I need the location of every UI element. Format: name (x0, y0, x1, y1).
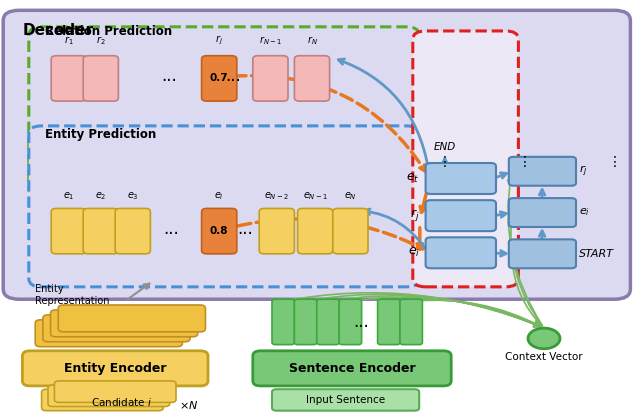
FancyBboxPatch shape (202, 209, 237, 254)
Text: $r_j$: $r_j$ (579, 164, 588, 179)
Text: $e_i$: $e_i$ (214, 190, 224, 202)
Text: $e_i$: $e_i$ (408, 246, 420, 259)
FancyBboxPatch shape (83, 209, 118, 254)
Text: Entity Encoder: Entity Encoder (64, 362, 166, 375)
FancyBboxPatch shape (51, 310, 198, 337)
FancyBboxPatch shape (413, 31, 518, 287)
Text: ...: ... (163, 220, 179, 238)
FancyBboxPatch shape (253, 351, 451, 386)
Text: ...: ... (354, 313, 369, 331)
Text: Sentence Encoder: Sentence Encoder (289, 362, 415, 375)
FancyBboxPatch shape (294, 299, 317, 344)
FancyBboxPatch shape (43, 315, 190, 342)
FancyBboxPatch shape (3, 10, 630, 299)
Text: $\times N$: $\times N$ (179, 399, 198, 411)
Text: Candidate $i$: Candidate $i$ (91, 396, 152, 408)
Text: $r_j$: $r_j$ (410, 207, 420, 223)
FancyBboxPatch shape (426, 200, 496, 231)
FancyBboxPatch shape (298, 209, 333, 254)
FancyBboxPatch shape (58, 305, 205, 332)
Text: ...: ... (237, 220, 253, 238)
FancyBboxPatch shape (202, 56, 237, 101)
Text: START: START (579, 249, 614, 259)
Text: Relation Prediction: Relation Prediction (45, 25, 172, 38)
Text: END: END (434, 142, 456, 152)
FancyBboxPatch shape (317, 299, 339, 344)
Text: $r_{N-1}$: $r_{N-1}$ (259, 35, 282, 47)
FancyBboxPatch shape (48, 385, 170, 406)
FancyBboxPatch shape (22, 351, 208, 386)
Text: $r_2$: $r_2$ (96, 35, 106, 47)
Text: $r_1$: $r_1$ (64, 35, 74, 47)
FancyBboxPatch shape (400, 299, 422, 344)
FancyBboxPatch shape (272, 389, 419, 411)
FancyBboxPatch shape (29, 126, 419, 287)
Text: $e_2$: $e_2$ (95, 190, 107, 202)
Text: ...: ... (162, 67, 177, 85)
FancyBboxPatch shape (42, 389, 163, 411)
Text: Decoder: Decoder (22, 23, 93, 38)
Text: $e_N$: $e_N$ (344, 190, 357, 202)
FancyBboxPatch shape (29, 27, 419, 196)
FancyBboxPatch shape (35, 320, 182, 347)
FancyBboxPatch shape (83, 56, 118, 101)
Text: $e_{N-1}$: $e_{N-1}$ (303, 190, 328, 202)
Text: ...: ... (226, 67, 241, 85)
Text: $e_3$: $e_3$ (127, 190, 139, 202)
Text: Entity
Representation: Entity Representation (35, 284, 109, 306)
FancyBboxPatch shape (294, 56, 330, 101)
Text: ⋮: ⋮ (438, 155, 452, 169)
Text: 0.7: 0.7 (210, 74, 228, 83)
FancyBboxPatch shape (339, 299, 362, 344)
Text: $e_i$: $e_i$ (579, 206, 590, 218)
Text: Entity Prediction: Entity Prediction (45, 128, 156, 141)
FancyBboxPatch shape (51, 56, 86, 101)
Text: ⋮: ⋮ (607, 155, 621, 169)
Text: 0.8: 0.8 (210, 226, 228, 236)
FancyBboxPatch shape (333, 209, 368, 254)
Text: Context Vector: Context Vector (505, 352, 583, 362)
FancyBboxPatch shape (509, 240, 576, 268)
FancyBboxPatch shape (272, 299, 294, 344)
Text: $e_{N-2}$: $e_{N-2}$ (264, 190, 289, 202)
Text: $r_N$: $r_N$ (307, 35, 317, 47)
Text: $e_t$: $e_t$ (406, 172, 420, 185)
FancyBboxPatch shape (509, 198, 576, 227)
FancyBboxPatch shape (426, 237, 496, 268)
Text: $e_1$: $e_1$ (63, 190, 75, 202)
Circle shape (528, 328, 560, 349)
Text: $r_j$: $r_j$ (215, 34, 223, 47)
FancyBboxPatch shape (378, 299, 400, 344)
Text: ⋮: ⋮ (518, 155, 532, 169)
Text: Input Sentence: Input Sentence (306, 395, 385, 405)
FancyBboxPatch shape (54, 381, 176, 402)
FancyBboxPatch shape (259, 209, 294, 254)
FancyBboxPatch shape (426, 163, 496, 194)
FancyBboxPatch shape (51, 209, 86, 254)
FancyBboxPatch shape (509, 157, 576, 186)
FancyBboxPatch shape (115, 209, 150, 254)
FancyBboxPatch shape (253, 56, 288, 101)
